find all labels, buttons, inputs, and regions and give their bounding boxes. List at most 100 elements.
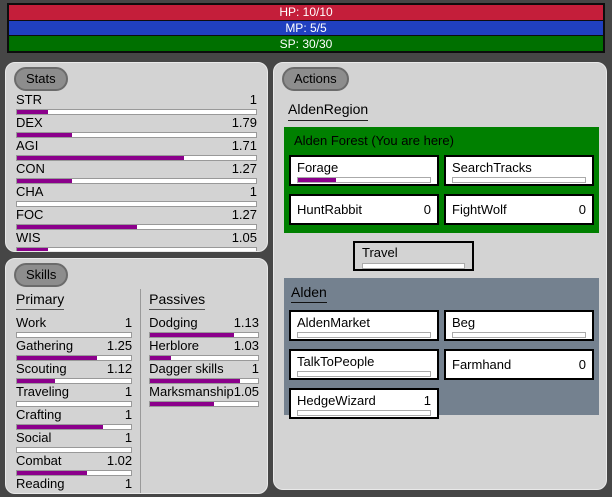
town-box: Alden AldenMarket Beg TalkToPeople Farmh… — [284, 278, 599, 419]
stat-row: Combat 1.02 — [16, 453, 133, 476]
stat-value: 1 — [124, 407, 133, 422]
action-button[interactable]: Farmhand 0 — [444, 349, 594, 380]
stat-progress-bar — [16, 178, 257, 184]
action-button-label: HedgeWizard — [297, 393, 376, 408]
status-bar: HP: 10/10 — [9, 5, 603, 20]
stat-row: CON 1.27 — [16, 161, 257, 184]
stat-progress-bar — [149, 355, 259, 361]
stat-progress-fill — [17, 356, 97, 360]
travel-button[interactable]: Travel — [353, 241, 474, 271]
stat-progress-bar — [16, 201, 257, 207]
stat-value: 1 — [124, 430, 133, 445]
stat-progress-fill — [17, 425, 103, 429]
stat-progress-bar — [16, 132, 257, 138]
action-progress-bar — [297, 332, 431, 338]
stat-row: AGI 1.71 — [16, 138, 257, 161]
action-button[interactable]: AldenMarket — [289, 310, 439, 341]
stat-row: DEX 1.79 — [16, 115, 257, 138]
stat-progress-fill — [150, 379, 240, 383]
action-button-count: 0 — [423, 202, 431, 217]
stat-progress-bar — [149, 378, 259, 384]
action-button[interactable]: Beg — [444, 310, 594, 341]
status-bar-label: HP: 10/10 — [279, 5, 333, 20]
stat-row: Reading 1 — [16, 476, 133, 494]
stat-progress-fill — [17, 179, 72, 183]
stat-label: FOC — [16, 207, 44, 222]
action-button[interactable]: TalkToPeople — [289, 349, 439, 380]
stat-progress-bar — [16, 493, 132, 494]
action-button[interactable]: FightWolf 0 — [444, 194, 594, 225]
stat-row: FOC 1.27 — [16, 207, 257, 230]
stat-progress-bar — [16, 247, 257, 251]
primary-skills-rows: Work 1 Gathering 1.25 Scouting 1.12 Trav… — [16, 315, 133, 494]
stat-progress-fill — [150, 333, 235, 337]
stat-label: Social — [16, 430, 52, 445]
stat-label: Combat — [16, 453, 62, 468]
primary-skills-header: Primary — [16, 291, 65, 310]
action-button-label: HuntRabbit — [297, 202, 363, 217]
action-button-label: Beg — [452, 315, 476, 330]
status-bar-label: MP: 5/5 — [285, 21, 327, 35]
skills-panel-title: Skills — [14, 263, 69, 287]
action-button-label: AldenMarket — [297, 315, 370, 330]
stat-value: 1.27 — [231, 207, 257, 222]
travel-button-label: Travel — [362, 245, 398, 260]
actions-panel: Actions AldenRegion Alden Forest (You ar… — [273, 62, 607, 490]
status-bar-label: SP: 30/30 — [279, 36, 333, 51]
stat-row: Gathering 1.25 — [16, 338, 133, 361]
stat-progress-bar — [149, 401, 259, 407]
stat-progress-fill — [150, 402, 214, 406]
stat-progress-bar — [16, 447, 133, 453]
action-progress-bar — [452, 332, 586, 338]
stat-value: 1.13 — [233, 315, 259, 330]
stat-progress-fill — [17, 110, 49, 114]
action-button-count: 1 — [423, 393, 431, 408]
stat-progress-bar — [16, 224, 257, 230]
stat-progress-bar — [16, 378, 133, 384]
stat-label: Herblore — [149, 338, 200, 353]
skills-columns: Primary Work 1 Gathering 1.25 Scouting 1… — [6, 287, 267, 494]
stat-row: Work 1 — [16, 315, 133, 338]
stat-value: 1.27 — [231, 161, 257, 176]
stat-row: Traveling 1 — [16, 384, 133, 407]
stat-row: WIS 1.05 — [16, 230, 257, 251]
action-button[interactable]: HedgeWizard 1 — [289, 388, 439, 419]
action-button[interactable]: Forage — [289, 155, 439, 186]
stat-value: 1.71 — [231, 138, 257, 153]
stat-progress-bar — [16, 155, 257, 161]
action-button-label: FightWolf — [452, 202, 507, 217]
action-progress-fill — [298, 178, 337, 182]
stat-value: 1 — [124, 476, 133, 491]
stat-label: WIS — [16, 230, 41, 245]
action-progress-bar — [297, 410, 431, 416]
stat-label: STR — [16, 92, 42, 107]
town-action-buttons: AldenMarket Beg TalkToPeople Farmhand 0 … — [289, 310, 594, 419]
stat-row: CHA 1 — [16, 184, 257, 207]
stat-row: Dagger skills 1 — [149, 361, 259, 384]
stat-row: Scouting 1.12 — [16, 361, 133, 384]
action-button[interactable]: HuntRabbit 0 — [289, 194, 439, 225]
stat-label: Dodging — [149, 315, 198, 330]
stat-progress-fill — [17, 156, 185, 160]
stat-progress-fill — [150, 356, 171, 360]
stat-label: CHA — [16, 184, 44, 199]
stats-rows: STR 1 DEX 1.79 AGI 1.71 CON 1.27 — [6, 91, 267, 251]
stat-value: 1 — [124, 315, 133, 330]
stat-progress-fill — [17, 133, 72, 137]
stat-label: Marksmanship — [149, 384, 234, 399]
stats-panel-title: Stats — [14, 67, 68, 91]
action-progress-bar — [297, 371, 431, 377]
stat-label: Scouting — [16, 361, 67, 376]
action-button-label: Forage — [297, 160, 339, 175]
stat-progress-bar — [149, 332, 259, 338]
stat-label: Reading — [16, 476, 65, 491]
stat-label: Work — [16, 315, 47, 330]
skills-panel: Skills Primary Work 1 Gathering 1.25 Sco… — [5, 258, 268, 494]
current-location-box: Alden Forest (You are here) Forage Searc… — [284, 127, 599, 233]
stat-progress-fill — [17, 248, 49, 251]
stat-value: 1.05 — [233, 384, 259, 399]
action-button-count: 0 — [578, 357, 586, 372]
stat-value: 1 — [124, 384, 133, 399]
stat-label: Traveling — [16, 384, 69, 399]
action-button[interactable]: SearchTracks — [444, 155, 594, 186]
